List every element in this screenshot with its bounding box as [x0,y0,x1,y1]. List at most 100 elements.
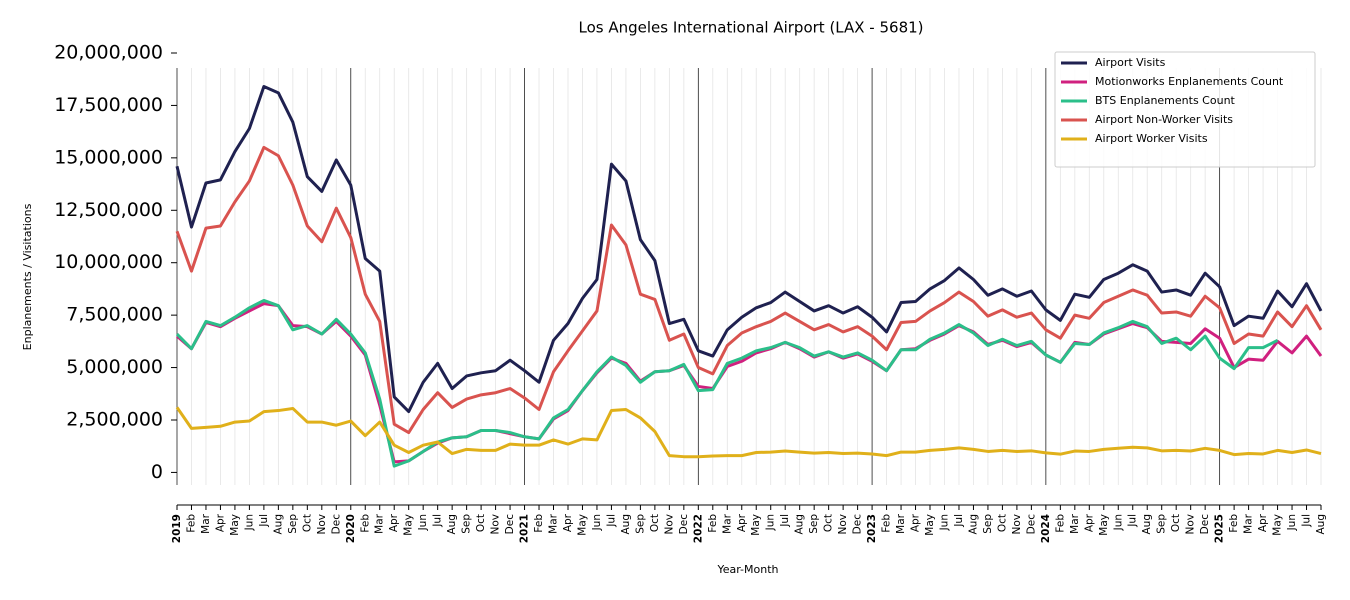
x-tick-label: Feb [1054,514,1066,533]
x-tick-label: Sep [461,514,473,534]
y-tick-label: 0 [151,461,163,483]
x-tick-label: Mar [200,513,212,533]
x-tick-label: Jun [243,514,255,531]
x-tick-label: 2024 [1040,514,1052,543]
y-tick-label: 15,000,000 [54,146,163,168]
legend-label: BTS Enplanements Count [1095,94,1236,107]
x-tick-label: Jul [953,514,965,528]
x-tick-label: Mar [1069,513,1081,533]
x-tick-label: Aug [1141,514,1153,535]
x-tick-label: Aug [967,514,979,535]
x-tick-label: Apr [214,513,226,532]
y-tick-label: 10,000,000 [54,251,163,273]
x-tick-label: Dec [852,514,864,535]
lines [175,85,1323,468]
legend-label: Motionworks Enplanements Count [1095,75,1284,88]
x-tick-label: Sep [287,514,299,534]
x-tick-label: Jul [605,514,617,528]
series-line [175,298,1279,468]
x-tick-label: Feb [1228,514,1240,533]
x-tick-label: Nov [1185,514,1197,535]
x-tick-label: Apr [1257,513,1269,532]
chart-title: Los Angeles International Airport (LAX -… [578,19,923,37]
y-axis-label: Enplanements / Visitations [21,203,34,350]
x-tick-label: Jul [258,514,270,528]
series-line [175,406,1322,459]
legend-label: Airport Non-Worker Visits [1095,113,1233,126]
x-tick-label: Jun [1286,514,1298,531]
x-tick-label: 2020 [345,514,357,543]
grid [176,68,1322,485]
x-tick-label: May [403,514,415,536]
x-tick-label: Jun [1112,514,1124,531]
x-tick-label: Nov [316,514,328,535]
x-tick-label: Feb [881,514,893,533]
series-line [175,85,1323,414]
x-tick-label: 2025 [1214,514,1226,543]
legend-box [1054,51,1316,168]
x-tick-label: Apr [736,513,748,532]
x-tick-label: 2023 [866,514,878,543]
x-tick-label: Aug [794,514,806,535]
x-tick-label: Oct [823,514,835,532]
x-tick-label: Dec [678,514,690,535]
x-tick-label: Feb [533,514,545,533]
x-tick-label: May [1272,514,1284,536]
x-tick-label: Jun [765,514,777,531]
x-tick-label: Dec [330,514,342,535]
x-tick-label: Oct [1170,514,1182,532]
x-tick-label: Feb [359,514,371,533]
x-tick-label: Mar [374,513,386,533]
y-tick-label: 20,000,000 [54,42,163,64]
y-tick-label: 12,500,000 [54,199,163,221]
x-tick-label: Jul [1127,514,1139,528]
x-tick-label: May [750,514,762,536]
y-tick-label: 5,000,000 [66,356,163,378]
x-tick-label: Oct [475,514,487,532]
x-tick-label: 2019 [171,514,183,543]
x-tick-label: Aug [1315,514,1327,535]
legend-label: Airport Worker Visits [1095,132,1208,145]
x-tick-label: Sep [982,514,994,534]
x-axis-label: Year-Month [716,563,778,576]
x-tick-label: Sep [634,514,646,534]
x-tick-label: Jun [417,514,429,531]
axes: 2019 Feb Mar Apr May Jun Jul Aug Sep Oct Nov Dec 202… [54,42,1327,544]
x-tick-label: Aug [620,514,632,535]
x-tick-label: May [576,514,588,536]
x-tick-label: Mar [1243,513,1255,533]
x-tick-label: Feb [707,514,719,533]
x-tick-label: Aug [272,514,284,535]
series-line [175,145,1323,435]
x-tick-label: May [1098,514,1110,536]
x-tick-label: Aug [446,514,458,535]
x-tick-label: Oct [996,514,1008,532]
x-tick-label: Jun [938,514,950,531]
y-tick-label: 2,500,000 [66,408,163,430]
x-tick-label: Mar [895,513,907,533]
x-tick-label: May [229,514,241,536]
x-tick-label: Dec [1025,514,1037,535]
x-tick-label: Apr [1083,513,1095,532]
x-tick-label: Mar [548,513,560,533]
x-tick-label: 2021 [519,514,531,543]
y-tick-label: 7,500,000 [66,304,163,326]
x-tick-label: Mar [721,513,733,533]
x-tick-label: Jul [779,514,791,528]
x-tick-label: Nov [1011,514,1023,535]
x-tick-label: Dec [504,514,516,535]
x-tick-label: Sep [1156,514,1168,534]
x-tick-label: Oct [301,514,313,532]
x-tick-label: Nov [490,514,502,535]
x-tick-label: Jun [591,514,603,531]
x-tick-label: Nov [663,514,675,535]
x-tick-label: Jul [1301,514,1313,528]
y-tick-label: 17,500,000 [54,94,163,116]
x-tick-label: Nov [837,514,849,535]
x-tick-label: Apr [562,513,574,532]
x-tick-label: Sep [808,514,820,534]
x-tick-label: May [924,514,936,536]
x-tick-label: Feb [185,514,197,533]
x-tick-label: Apr [910,513,922,532]
